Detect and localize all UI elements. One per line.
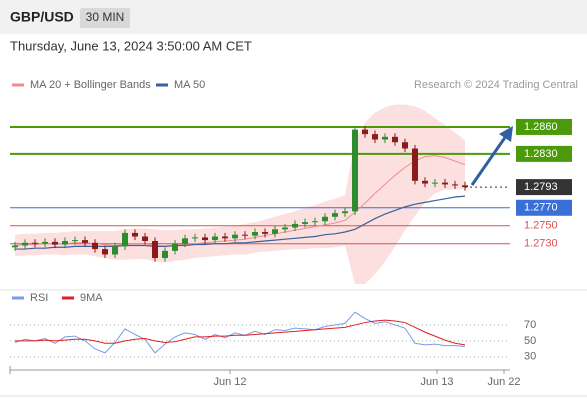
candle-body xyxy=(142,236,148,241)
candle-body xyxy=(52,241,58,245)
candle-body xyxy=(242,234,248,236)
y-tick-label: 30 xyxy=(524,351,536,363)
candle-body xyxy=(272,229,278,234)
x-tick-label: Jun 13 xyxy=(420,376,453,388)
candle-body xyxy=(412,148,418,181)
legend-label: MA 50 xyxy=(174,79,205,91)
candle-body xyxy=(162,250,168,259)
candle-body xyxy=(352,129,358,212)
candle-body xyxy=(192,237,198,239)
candle-body xyxy=(232,234,238,239)
candle-body xyxy=(222,236,228,239)
candle-body xyxy=(62,240,68,245)
candle-body xyxy=(282,227,288,230)
bollinger-band xyxy=(15,104,465,285)
candle-body xyxy=(112,246,118,255)
level-label: 1.2770 xyxy=(524,202,558,214)
candle-body xyxy=(452,184,458,186)
legend-label: MA 20 + Bollinger Bands xyxy=(30,79,151,91)
legend-label: 9MA xyxy=(80,292,103,304)
level-label-box xyxy=(516,179,572,196)
level-label-box xyxy=(516,145,572,162)
candle-body xyxy=(372,134,378,140)
arrow-head xyxy=(499,126,513,142)
symbol: GBP/USD xyxy=(10,9,74,25)
candle-body xyxy=(442,182,448,185)
level-label: 1.2730 xyxy=(524,238,558,250)
level-label: 1.2793 xyxy=(524,181,558,193)
level-label-box xyxy=(516,199,572,216)
candle-body xyxy=(392,136,398,143)
level-label: 1.2860 xyxy=(524,121,558,133)
candle-body xyxy=(462,185,468,188)
candle-body xyxy=(12,245,18,248)
legend-label: RSI xyxy=(30,292,48,304)
candle-body xyxy=(172,243,178,251)
level-label: 1.2830 xyxy=(524,148,558,160)
candle-body xyxy=(262,232,268,234)
x-tick-label: Jun 12 xyxy=(213,376,246,388)
candle-body xyxy=(182,238,188,244)
candle-body xyxy=(402,142,408,149)
candle-body xyxy=(432,182,438,184)
ma-line xyxy=(15,195,466,250)
y-tick-label: 70 xyxy=(524,319,536,331)
timeframe-badge xyxy=(80,8,130,28)
candle-body xyxy=(32,242,38,244)
candle-body xyxy=(312,221,318,223)
arrow-shaft xyxy=(470,135,508,186)
candle-body xyxy=(132,232,138,237)
candle-body xyxy=(212,236,218,241)
level-label: 1.2750 xyxy=(524,220,558,232)
oscillator-line xyxy=(14,311,466,354)
candle-body xyxy=(122,232,128,247)
credit: Research © 2024 Trading Central xyxy=(414,79,578,91)
candle-body xyxy=(42,241,48,244)
oscillator-line xyxy=(15,319,466,346)
candle-body xyxy=(82,240,88,243)
candle-body xyxy=(152,240,158,259)
level-label-box xyxy=(516,118,572,135)
y-tick-label: 50 xyxy=(524,335,536,347)
candle-body xyxy=(102,249,108,255)
candle-body xyxy=(92,242,98,250)
candle-body xyxy=(72,240,78,242)
candle-body xyxy=(22,242,28,246)
x-tick-label: Jun 22 xyxy=(487,376,520,388)
datetime: Thursday, June 13, 2024 3:50:00 AM CET xyxy=(10,38,252,53)
candle-body xyxy=(332,213,338,217)
candle-body xyxy=(322,216,328,222)
candle-body xyxy=(342,211,348,214)
candle-body xyxy=(202,237,208,241)
forecast-arrow xyxy=(470,126,513,186)
candle-body xyxy=(362,129,368,135)
candle-body xyxy=(382,136,388,140)
candle-body xyxy=(422,180,428,184)
timeframe: 30 MIN xyxy=(86,10,125,24)
candle-body xyxy=(302,222,308,224)
candle-body xyxy=(252,232,258,236)
candle-body xyxy=(292,223,298,228)
ma-line xyxy=(14,155,466,247)
